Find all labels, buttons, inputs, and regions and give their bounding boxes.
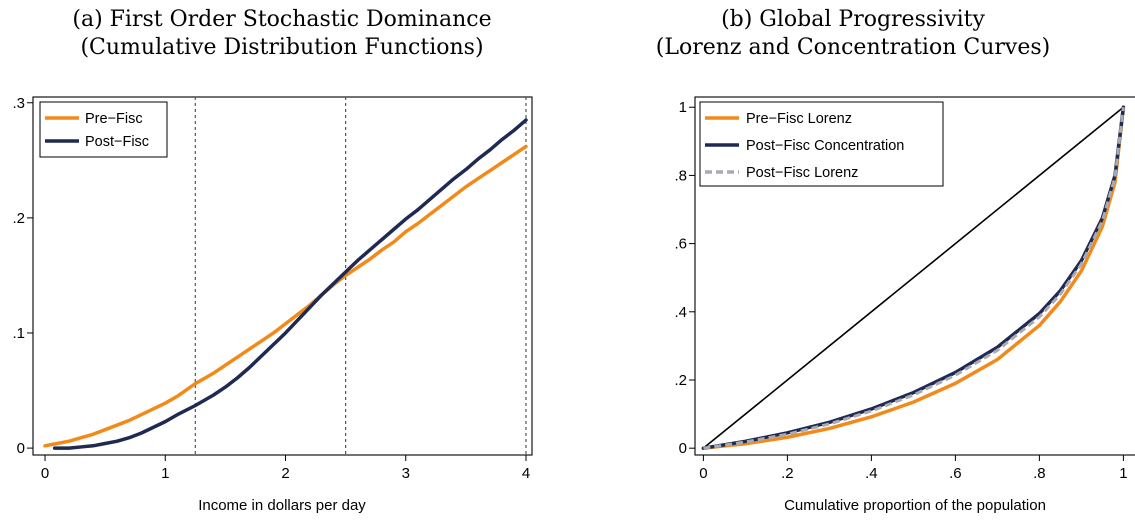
panel-b-x-tick-label: .4 — [865, 465, 878, 482]
panel-b-y-tick-label: .8 — [674, 167, 687, 184]
panel-b-marks: 0 .2 .4 .6 .8 1 0 .2 .4 .6 .8 1 — [674, 99, 1127, 482]
panel-b-y-tick-label: 1 — [679, 99, 687, 116]
panel-b-x-tick-label: 1 — [1119, 465, 1127, 482]
panel-b-x-tick-label: .2 — [781, 465, 794, 482]
panel-a-legend: Pre−Fisc Post−Fisc — [39, 101, 168, 158]
panel-b-series-post-fisc-lorenz — [703, 107, 1125, 450]
panel-b-legend: Pre−Fisc Lorenz Post−Fisc Concentration … — [699, 101, 944, 187]
legend-label-post-fisc: Post−Fisc — [85, 134, 149, 150]
panel-b-series-pre-fisc-lorenz — [701, 105, 1126, 450]
panel-b-x-axis-label: Cumulative proportion of the population — [784, 497, 1046, 514]
panel-a-legend-box — [39, 101, 168, 158]
legend-label-post-fisc-lorenz: Post−Fisc Lorenz — [746, 165, 858, 181]
legend-label-post-fisc-concentration: Post−Fisc Concentration — [746, 138, 904, 154]
panel-a-x-tick-label: 4 — [522, 465, 530, 482]
panel-a-y-tick-label: 0 — [17, 440, 25, 457]
panel-a-y-tick-label: .1 — [12, 325, 25, 342]
panel-a-series-post-fisc — [52, 118, 528, 450]
legend-label-pre-fisc-lorenz: Pre−Fisc Lorenz — [746, 111, 852, 127]
panel-b-x-tick-label: 0 — [699, 465, 707, 482]
panel-a-x-tick-label: 1 — [161, 465, 169, 482]
panel-b-legend-box — [699, 101, 944, 187]
panel-b-plot-frame — [694, 96, 1135, 456]
panel-b-x-tick-label: .6 — [949, 465, 962, 482]
panel-b-title-line1: (b) Global Progressivity — [721, 7, 985, 32]
panel-b-y-tick-label: .4 — [674, 304, 687, 321]
panel-b-title-line2: (Lorenz and Concentration Curves) — [656, 35, 1050, 60]
panel-b-equality-line — [702, 106, 1124, 449]
panel-a-x-axis-label: Income in dollars per day — [198, 497, 366, 514]
panel-a-x-tick-label: 2 — [281, 465, 289, 482]
panel-a-x-tick-label: 3 — [402, 465, 410, 482]
panel-a-y-tick-label: .2 — [12, 210, 25, 227]
panel-b-y-tick-label: 0 — [679, 440, 687, 457]
panel-a-series-pre-fisc — [43, 144, 528, 448]
panel-a-marks: 0 1 2 3 4 0 .1 .2 .3 — [12, 95, 530, 482]
panel-b-x-tick-label: .8 — [1033, 465, 1046, 482]
panel-a-title-line1: (a) First Order Stochastic Dominance — [72, 7, 491, 32]
panel-a-x-tick-label: 0 — [41, 465, 49, 482]
panel-b-y-tick-label: .6 — [674, 236, 687, 253]
panel-a-title-line2: (Cumulative Distribution Functions) — [80, 35, 483, 60]
legend-label-pre-fisc: Pre−Fisc — [85, 111, 143, 127]
panel-b-y-tick-label: .2 — [674, 372, 687, 389]
panel-a-y-tick-label: .3 — [12, 95, 25, 112]
panel-a-plot-frame — [32, 96, 533, 456]
